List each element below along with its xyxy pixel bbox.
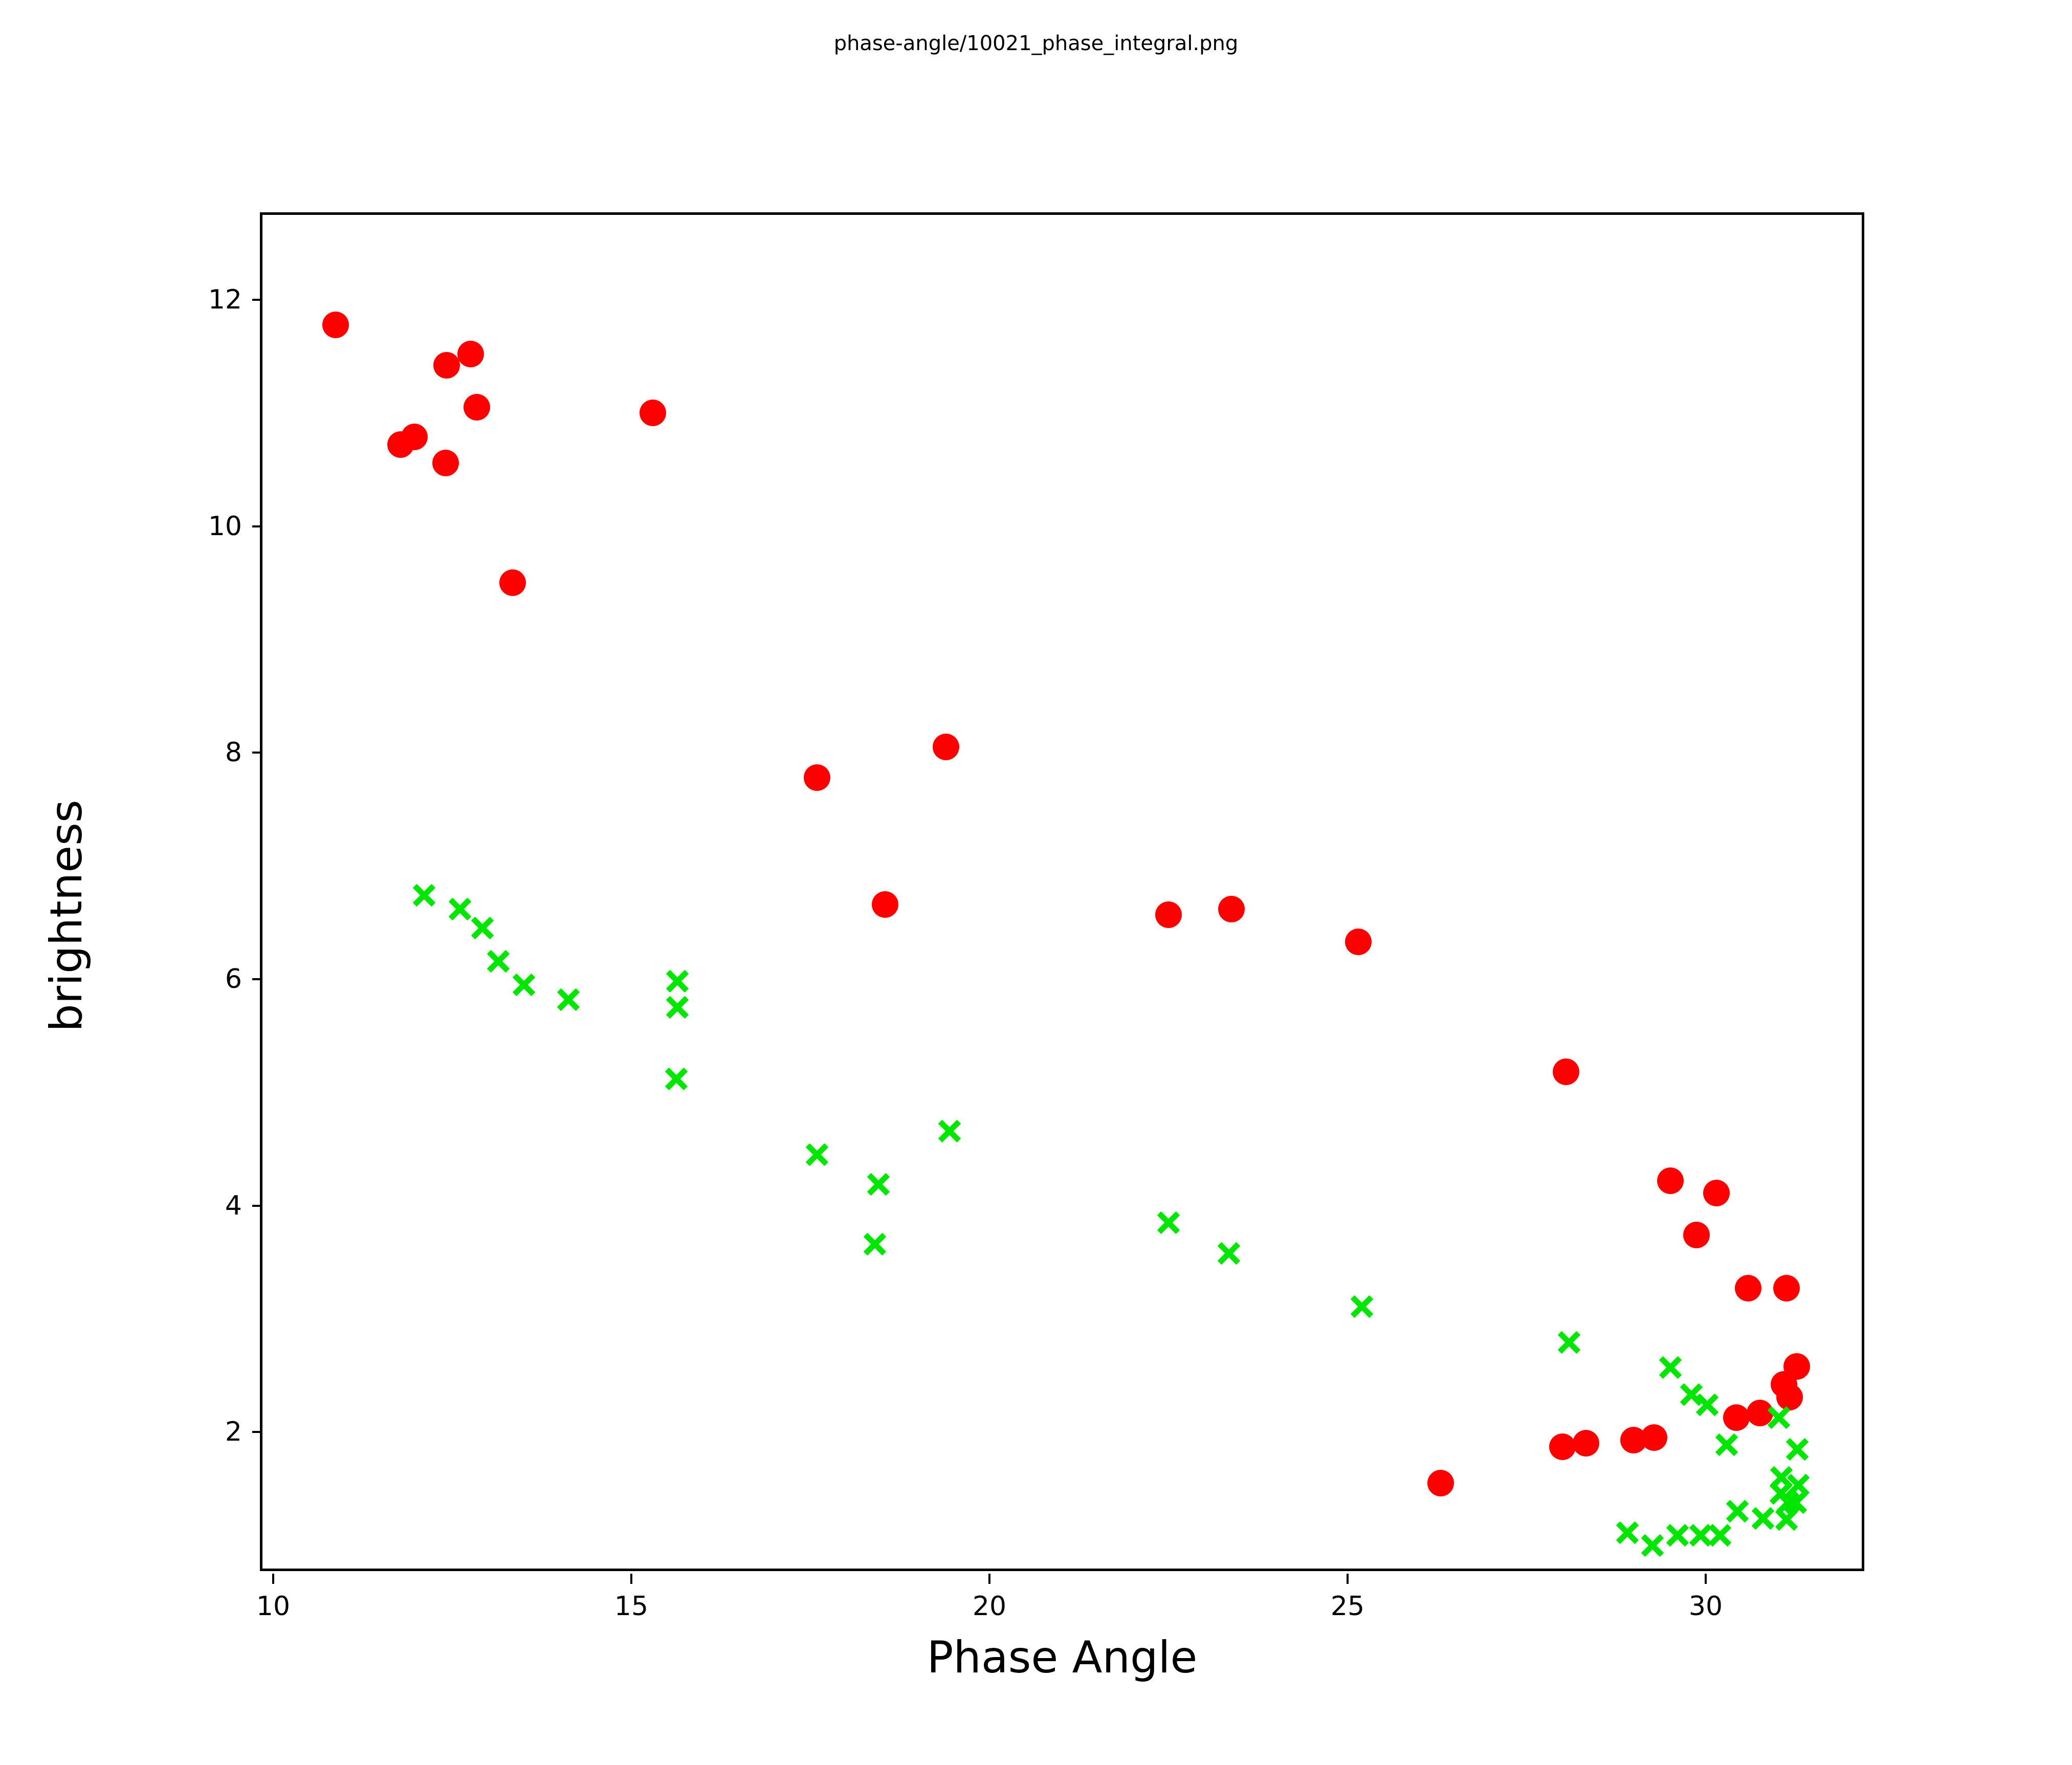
x-axis-tick-label: 25 (1330, 1591, 1365, 1622)
plot-axes: 10 15 20 25 30 2 4 6 8 10 12 (208, 212, 1864, 1622)
data-point-red-circles (432, 449, 459, 476)
data-point-red-circles (1427, 1469, 1454, 1496)
y-axis-tick-label: 12 (208, 284, 242, 315)
data-point-red-circles (1155, 901, 1182, 928)
x-axis-label: Phase Angle (927, 1632, 1198, 1683)
data-point-green-crosses (1767, 1406, 1791, 1429)
data-point-red-circles (463, 394, 490, 421)
y-axis-tick-label: 6 (225, 964, 242, 995)
data-point-red-circles (640, 400, 666, 427)
data-point-green-crosses (1641, 1534, 1664, 1557)
data-point-red-circles (1573, 1430, 1600, 1457)
data-point-red-circles (1783, 1353, 1810, 1380)
data-point-red-circles (401, 423, 428, 450)
y-axis-tick (252, 1431, 262, 1433)
data-point-red-circles (932, 734, 959, 761)
data-point-green-crosses (1350, 1295, 1374, 1318)
data-point-red-circles (871, 891, 898, 918)
data-point-green-crosses (863, 1232, 887, 1256)
data-point-green-crosses (412, 884, 436, 907)
data-point-red-circles (1345, 928, 1372, 955)
y-axis-label: brightness (41, 800, 92, 1032)
data-point-red-circles (499, 569, 526, 597)
y-axis-tick (252, 299, 262, 301)
data-point-green-crosses (1695, 1393, 1719, 1417)
data-point-green-crosses (1659, 1356, 1682, 1379)
data-point-red-circles (1723, 1404, 1750, 1431)
x-axis-tick-label: 10 (256, 1591, 291, 1622)
data-point-red-circles (322, 311, 349, 338)
data-point-red-circles (1218, 895, 1245, 922)
data-point-green-crosses (448, 897, 472, 921)
x-axis-tick (1347, 1574, 1349, 1584)
x-axis-tick-label: 20 (972, 1591, 1007, 1622)
data-point-green-crosses (805, 1143, 829, 1166)
data-point-green-crosses (512, 973, 536, 997)
x-axis-tick (1705, 1574, 1707, 1584)
data-point-red-circles (1703, 1180, 1730, 1207)
data-point-green-crosses (1157, 1211, 1180, 1234)
data-point-green-crosses (557, 988, 580, 1011)
data-point-green-crosses (1217, 1242, 1241, 1265)
data-point-green-crosses (1557, 1331, 1581, 1354)
y-axis-tick-label: 2 (225, 1417, 242, 1448)
data-point-green-crosses (867, 1173, 890, 1196)
data-point-green-crosses (471, 916, 494, 940)
scatter-plot-area (262, 215, 1862, 1569)
data-point-green-crosses (938, 1119, 961, 1143)
data-point-red-circles (1683, 1222, 1710, 1249)
x-axis-tick (272, 1574, 274, 1584)
y-axis-tick-label: 4 (225, 1190, 242, 1221)
y-axis-tick (252, 525, 262, 527)
data-point-red-circles (433, 352, 460, 379)
data-point-green-crosses (666, 996, 689, 1019)
figure-title: phase-angle/10021_phase_integral.png (833, 32, 1239, 55)
data-point-green-crosses (1616, 1521, 1639, 1545)
y-axis-tick-label: 10 (208, 511, 242, 542)
data-point-green-crosses (487, 950, 510, 973)
data-point-green-crosses (1751, 1507, 1775, 1530)
x-axis-tick (630, 1574, 632, 1584)
data-point-green-crosses (1666, 1524, 1689, 1547)
data-point-red-circles (1553, 1058, 1579, 1086)
x-axis-tick-label: 30 (1688, 1591, 1723, 1622)
data-point-green-crosses (665, 1067, 688, 1091)
data-point-green-crosses (666, 969, 689, 993)
y-axis-tick (252, 978, 262, 980)
x-axis-tick-label: 15 (614, 1591, 649, 1622)
data-point-green-crosses (1708, 1524, 1732, 1547)
data-point-red-circles (1641, 1424, 1668, 1451)
data-point-red-circles (1657, 1167, 1684, 1194)
data-point-red-circles (1734, 1275, 1761, 1302)
data-point-green-crosses (1784, 1491, 1808, 1514)
y-axis-tick (252, 752, 262, 754)
data-point-red-circles (457, 341, 484, 368)
data-point-red-circles (1549, 1433, 1576, 1461)
data-point-red-circles (803, 764, 830, 791)
y-axis-tick (252, 1204, 262, 1207)
y-axis-tick-label: 8 (225, 737, 242, 768)
data-point-red-circles (1773, 1275, 1800, 1302)
data-point-green-crosses (1726, 1499, 1749, 1523)
data-point-green-crosses (1715, 1433, 1738, 1457)
x-axis-tick (988, 1574, 990, 1584)
data-point-green-crosses (1786, 1438, 1809, 1461)
